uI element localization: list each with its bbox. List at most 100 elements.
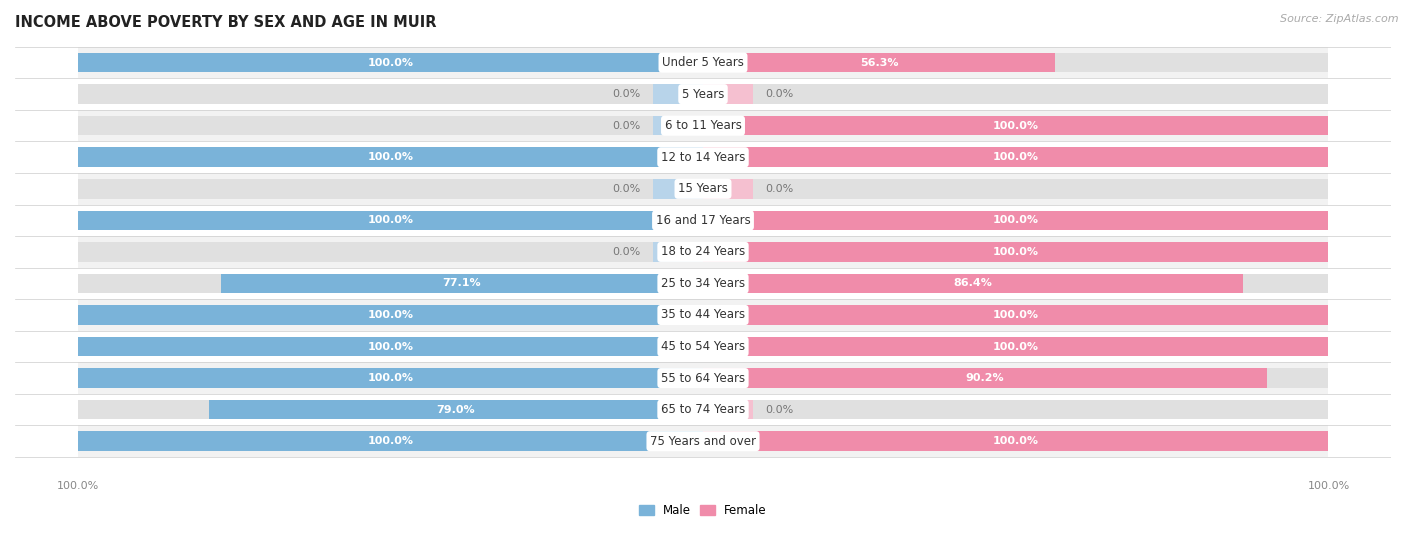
- Bar: [77, 299, 1329, 331]
- Bar: [77, 148, 703, 167]
- Bar: [703, 84, 1329, 104]
- Bar: [77, 53, 703, 72]
- Bar: [703, 148, 1329, 167]
- Bar: [77, 211, 703, 230]
- Text: 100.0%: 100.0%: [993, 152, 1039, 162]
- Text: 100.0%: 100.0%: [367, 342, 413, 352]
- Text: 0.0%: 0.0%: [765, 184, 794, 194]
- Bar: [77, 205, 1329, 236]
- Text: 100.0%: 100.0%: [367, 215, 413, 225]
- Bar: [77, 53, 703, 72]
- Text: INCOME ABOVE POVERTY BY SEX AND AGE IN MUIR: INCOME ABOVE POVERTY BY SEX AND AGE IN M…: [15, 15, 436, 30]
- Text: 56.3%: 56.3%: [860, 58, 898, 68]
- Bar: [703, 148, 1329, 167]
- Text: 0.0%: 0.0%: [612, 89, 641, 99]
- Bar: [652, 116, 703, 135]
- Bar: [77, 432, 703, 451]
- Bar: [703, 179, 1329, 198]
- Bar: [703, 432, 1329, 451]
- Text: 100.0%: 100.0%: [367, 310, 413, 320]
- Text: 0.0%: 0.0%: [612, 121, 641, 131]
- Bar: [77, 432, 703, 451]
- Text: 45 to 54 Years: 45 to 54 Years: [661, 340, 745, 353]
- Bar: [703, 116, 1329, 135]
- Text: 0.0%: 0.0%: [765, 89, 794, 99]
- Bar: [77, 305, 703, 325]
- Bar: [77, 78, 1329, 110]
- Text: 18 to 24 Years: 18 to 24 Years: [661, 245, 745, 258]
- Text: 75 Years and over: 75 Years and over: [650, 435, 756, 448]
- Text: 77.1%: 77.1%: [443, 278, 481, 288]
- Text: 0.0%: 0.0%: [612, 247, 641, 257]
- Text: 100.0%: 100.0%: [993, 436, 1039, 446]
- Text: 100.0%: 100.0%: [993, 247, 1039, 257]
- Text: 100.0%: 100.0%: [993, 310, 1039, 320]
- Bar: [77, 331, 1329, 362]
- Bar: [703, 53, 1329, 72]
- Text: 100.0%: 100.0%: [993, 215, 1039, 225]
- Bar: [77, 337, 703, 356]
- Bar: [77, 425, 1329, 457]
- Bar: [77, 400, 703, 419]
- Bar: [652, 84, 703, 104]
- Bar: [703, 211, 1329, 230]
- Text: 90.2%: 90.2%: [966, 373, 1004, 383]
- Text: Under 5 Years: Under 5 Years: [662, 56, 744, 69]
- Bar: [77, 148, 703, 167]
- Bar: [652, 242, 703, 262]
- Bar: [703, 84, 754, 104]
- Bar: [77, 211, 703, 230]
- Text: 6 to 11 Years: 6 to 11 Years: [665, 119, 741, 132]
- Bar: [77, 394, 1329, 425]
- Bar: [77, 236, 1329, 268]
- Bar: [703, 179, 754, 198]
- Bar: [703, 274, 1329, 293]
- Bar: [703, 368, 1267, 388]
- Bar: [77, 305, 703, 325]
- Bar: [77, 274, 703, 293]
- Text: 79.0%: 79.0%: [437, 405, 475, 415]
- Bar: [77, 116, 703, 135]
- Bar: [77, 337, 703, 356]
- Text: 86.4%: 86.4%: [953, 278, 993, 288]
- Text: 100.0%: 100.0%: [367, 436, 413, 446]
- Text: 16 and 17 Years: 16 and 17 Years: [655, 214, 751, 227]
- Bar: [221, 274, 703, 293]
- Text: 12 to 14 Years: 12 to 14 Years: [661, 151, 745, 164]
- Text: 65 to 74 Years: 65 to 74 Years: [661, 403, 745, 416]
- Bar: [77, 173, 1329, 205]
- Text: 55 to 64 Years: 55 to 64 Years: [661, 372, 745, 385]
- Text: 100.0%: 100.0%: [367, 58, 413, 68]
- Bar: [77, 362, 1329, 394]
- Bar: [703, 211, 1329, 230]
- Text: 35 to 44 Years: 35 to 44 Years: [661, 309, 745, 321]
- Bar: [703, 305, 1329, 325]
- Bar: [77, 84, 703, 104]
- Text: 100.0%: 100.0%: [367, 152, 413, 162]
- Bar: [703, 337, 1329, 356]
- Text: 0.0%: 0.0%: [612, 184, 641, 194]
- Bar: [703, 116, 1329, 135]
- Text: 0.0%: 0.0%: [765, 405, 794, 415]
- Text: 100.0%: 100.0%: [993, 342, 1039, 352]
- Bar: [77, 47, 1329, 78]
- Bar: [77, 368, 703, 388]
- Bar: [703, 53, 1054, 72]
- Bar: [77, 110, 1329, 141]
- Bar: [77, 368, 703, 388]
- Bar: [703, 305, 1329, 325]
- Bar: [703, 242, 1329, 262]
- Text: Source: ZipAtlas.com: Source: ZipAtlas.com: [1281, 14, 1399, 24]
- Text: 100.0%: 100.0%: [993, 121, 1039, 131]
- Bar: [703, 368, 1329, 388]
- Text: 5 Years: 5 Years: [682, 88, 724, 101]
- Bar: [703, 432, 1329, 451]
- Bar: [703, 242, 1329, 262]
- Bar: [77, 242, 703, 262]
- Text: 25 to 34 Years: 25 to 34 Years: [661, 277, 745, 290]
- Text: 15 Years: 15 Years: [678, 182, 728, 195]
- Bar: [77, 268, 1329, 299]
- Bar: [703, 400, 1329, 419]
- Bar: [703, 400, 754, 419]
- Text: 100.0%: 100.0%: [367, 373, 413, 383]
